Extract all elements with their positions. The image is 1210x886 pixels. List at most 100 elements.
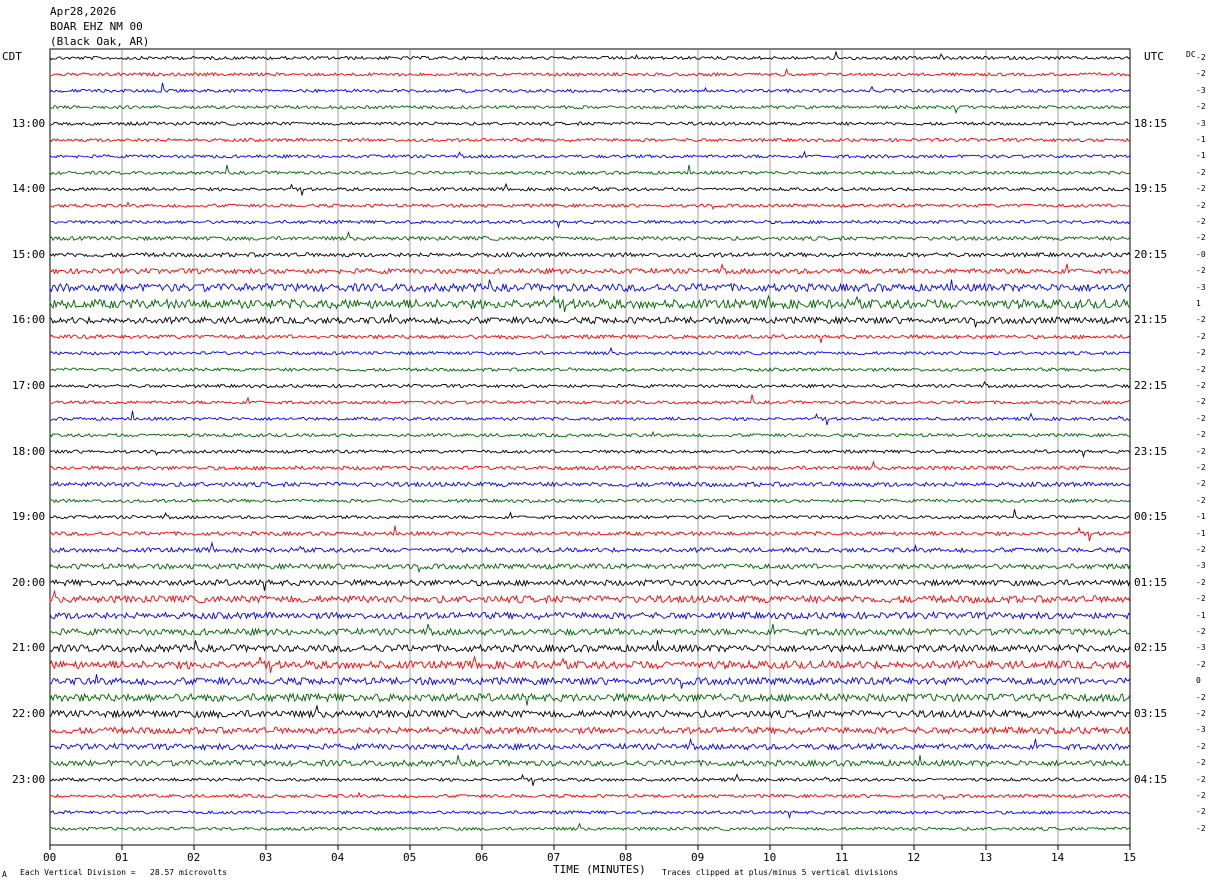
dc-offset-value: -2: [1196, 53, 1206, 62]
x-tick-label: 02: [187, 851, 201, 864]
dc-offset-value: -2: [1196, 331, 1206, 341]
corner-mark: A: [2, 870, 7, 879]
left-hour-label: 15:00: [12, 247, 46, 261]
plot-date: Apr28,2026: [50, 5, 117, 18]
dc-offset-value: -2: [1196, 627, 1206, 636]
x-tick-label: 04: [331, 851, 345, 864]
dc-offset-value: -2: [1196, 397, 1206, 407]
dc-offset-value: -2: [1196, 807, 1206, 817]
trace-line: [49, 610, 1131, 621]
dc-offset-value: -2: [1196, 709, 1206, 718]
dc-offset-value: -2: [1196, 774, 1206, 784]
x-tick-label: 05: [403, 851, 417, 864]
trace-line: [49, 480, 1131, 488]
dc-offset-value: 1: [1196, 299, 1201, 308]
trace-line: [49, 367, 1131, 373]
right-hour-label: 02:15: [1134, 641, 1168, 655]
dc-offset-value: -2: [1196, 200, 1206, 210]
trace-line: [49, 755, 1131, 768]
trace-line: [49, 201, 1131, 211]
dc-offset-value: -2: [1196, 315, 1206, 325]
left-hour-label: 18:00: [12, 444, 46, 458]
dc-offset-value: -1: [1196, 151, 1206, 161]
trace-line: [49, 263, 1131, 275]
dc-offset-value: -3: [1196, 118, 1206, 128]
trace-line: [49, 50, 1131, 61]
trace-line: [49, 725, 1131, 736]
dc-offset-value: -2: [1196, 348, 1206, 358]
x-tick-label: 15: [1123, 851, 1137, 864]
trace-line: [49, 692, 1131, 706]
left-hour-label: 17:00: [12, 379, 46, 392]
trace-line: [49, 230, 1131, 242]
trace-line: [49, 182, 1131, 196]
station-code: BOAR EHZ NM 00: [50, 20, 143, 33]
x-tick-label: 09: [691, 851, 705, 864]
trace-line: [49, 525, 1131, 542]
trace-line: [49, 578, 1131, 591]
trace-line: [49, 380, 1131, 389]
trace-line: [49, 82, 1131, 94]
right-hour-label: 01:15: [1134, 575, 1168, 589]
trace-line: [49, 640, 1131, 654]
dc-offset-value: -1: [1196, 512, 1206, 522]
dc-offset-value: 0: [1196, 676, 1201, 686]
trace-line: [49, 810, 1131, 820]
trace-line: [49, 623, 1131, 637]
left-hour-label: 22:00: [12, 707, 46, 720]
left-hour-label: 20:00: [12, 575, 46, 589]
dc-offset-value: -2: [1196, 381, 1206, 390]
dc-offset-value: -2: [1196, 659, 1206, 669]
x-tick-label: 08: [619, 851, 633, 864]
x-tick-label: 07: [547, 851, 561, 864]
dc-offset-value: -3: [1196, 282, 1206, 292]
station-location: (Black Oak, AR): [50, 35, 150, 48]
dc-offset-value: -2: [1196, 577, 1206, 587]
dc-offset-value: -3: [1196, 643, 1206, 653]
dc-offset-value: -2: [1196, 266, 1206, 276]
dc-offset-value: -2: [1196, 791, 1206, 800]
x-tick-label: 11: [835, 851, 849, 864]
trace-line: [49, 314, 1131, 328]
dc-offset-value: -2: [1196, 364, 1206, 374]
dc-offset-value: -1: [1196, 610, 1206, 620]
trace-line: [49, 737, 1131, 752]
x-tick-label: 13: [979, 851, 993, 864]
trace-line: [49, 251, 1131, 258]
dc-offset-value: -2: [1196, 594, 1206, 604]
trace-line: [49, 674, 1131, 689]
right-hour-label: 04:15: [1134, 772, 1168, 786]
dc-offset-value: -2: [1196, 184, 1206, 194]
dc-offset-value: -2: [1196, 217, 1206, 226]
x-tick-label: 06: [475, 851, 489, 864]
x-tick-label: 00: [43, 851, 57, 864]
dc-offset-value: -2: [1196, 741, 1206, 751]
dc-offset-value: -3: [1196, 85, 1206, 95]
left-timezone-label: CDT: [2, 50, 22, 63]
dc-offset-value: -2: [1196, 102, 1206, 112]
left-hour-label: 16:00: [12, 313, 46, 327]
trace-line: [49, 104, 1131, 115]
right-hour-label: 19:15: [1134, 182, 1168, 196]
trace-line: [49, 164, 1131, 176]
trace-line: [49, 773, 1131, 786]
left-hour-label: 23:00: [12, 772, 46, 786]
left-hour-label: 14:00: [12, 182, 46, 196]
right-hour-label: 18:15: [1134, 116, 1168, 130]
right-hour-label: 22:15: [1134, 379, 1168, 392]
right-hour-label: 20:15: [1134, 247, 1168, 261]
trace-line: [49, 589, 1131, 605]
trace-line: [49, 410, 1131, 426]
trace-line: [49, 334, 1131, 343]
dc-offset-value: -1: [1196, 135, 1206, 144]
trace-line: [49, 430, 1131, 438]
x-tick-label: 12: [907, 851, 921, 864]
dc-offset-value: -2: [1196, 69, 1206, 79]
dc-offset-value: -3: [1196, 725, 1206, 735]
trace-line: [49, 294, 1131, 313]
right-hour-label: 23:15: [1134, 444, 1168, 458]
dc-offset-value: -3: [1196, 561, 1206, 571]
trace-line: [49, 562, 1131, 574]
dc-offset-value: -2: [1196, 167, 1206, 177]
